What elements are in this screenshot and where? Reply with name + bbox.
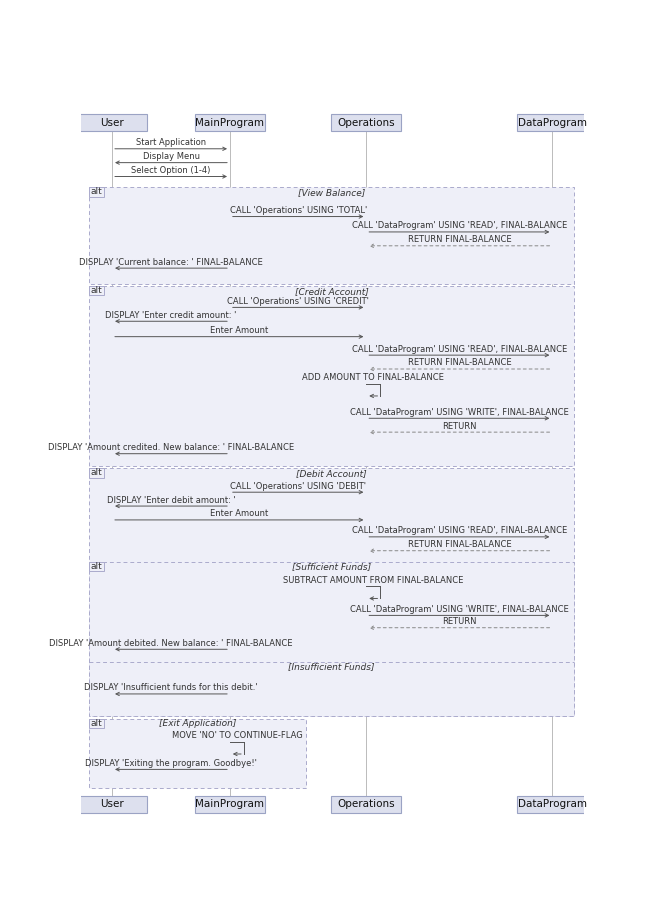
Bar [77, 114, 147, 131]
Text: CALL 'Operations' USING 'CREDIT': CALL 'Operations' USING 'CREDIT' [227, 297, 369, 306]
Bar [195, 796, 265, 812]
Text: [Exit Application]: [Exit Application] [159, 720, 236, 729]
Text: Select Option (1-4): Select Option (1-4) [131, 166, 211, 175]
Text: [View Balance]: [View Balance] [298, 188, 365, 198]
Text: DISPLAY 'Current balance: ' FINAL-BALANCE: DISPLAY 'Current balance: ' FINAL-BALANC… [79, 257, 263, 267]
Text: DataProgram: DataProgram [518, 118, 587, 128]
Text: [Insufficient Funds]: [Insufficient Funds] [288, 663, 374, 672]
Text: CALL 'DataProgram' USING 'READ', FINAL-BALANCE: CALL 'DataProgram' USING 'READ', FINAL-B… [352, 221, 567, 231]
Bar [77, 796, 147, 812]
Text: alt: alt [91, 286, 103, 295]
Bar [332, 114, 401, 131]
Text: Start Application: Start Application [136, 138, 206, 147]
Text: RETURN FINAL-BALANCE: RETURN FINAL-BALANCE [408, 540, 511, 550]
Bar [89, 286, 104, 295]
Text: User: User [100, 799, 124, 809]
Text: DISPLAY 'Insufficient funds for this debit.': DISPLAY 'Insufficient funds for this deb… [84, 684, 258, 692]
Text: CALL 'Operations' USING 'TOTAL': CALL 'Operations' USING 'TOTAL' [230, 206, 367, 215]
Text: CALL 'DataProgram' USING 'WRITE', FINAL-BALANCE: CALL 'DataProgram' USING 'WRITE', FINAL-… [350, 408, 569, 416]
Bar [89, 469, 574, 716]
Text: Enter Amount: Enter Amount [210, 509, 268, 518]
Text: MainProgram: MainProgram [195, 799, 264, 809]
Text: alt: alt [91, 469, 103, 478]
Text: alt: alt [91, 719, 103, 728]
Text: CALL 'DataProgram' USING 'READ', FINAL-BALANCE: CALL 'DataProgram' USING 'READ', FINAL-B… [352, 527, 567, 536]
Bar [89, 187, 574, 284]
Text: DISPLAY 'Amount debited. New balance: ' FINAL-BALANCE: DISPLAY 'Amount debited. New balance: ' … [49, 639, 293, 648]
Text: alt: alt [91, 562, 103, 571]
Text: DataProgram: DataProgram [518, 799, 587, 809]
Bar [332, 796, 401, 812]
Bar [517, 796, 587, 812]
Bar [89, 562, 104, 571]
Text: Enter Amount: Enter Amount [210, 326, 268, 335]
Text: Operations: Operations [337, 118, 395, 128]
Bar [89, 187, 104, 197]
Text: MOVE 'NO' TO CONTINUE-FLAG: MOVE 'NO' TO CONTINUE-FLAG [171, 732, 302, 740]
Text: CALL 'Operations' USING 'DEBIT': CALL 'Operations' USING 'DEBIT' [230, 482, 366, 491]
Bar [89, 286, 574, 466]
Text: RETURN: RETURN [442, 422, 476, 431]
Bar [89, 562, 574, 716]
Bar [89, 719, 104, 728]
Text: RETURN FINAL-BALANCE: RETURN FINAL-BALANCE [408, 235, 511, 244]
Text: DISPLAY 'Amount credited. New balance: ' FINAL-BALANCE: DISPLAY 'Amount credited. New balance: '… [48, 443, 294, 452]
Text: RETURN FINAL-BALANCE: RETURN FINAL-BALANCE [408, 358, 511, 368]
Text: CALL 'DataProgram' USING 'READ', FINAL-BALANCE: CALL 'DataProgram' USING 'READ', FINAL-B… [352, 345, 567, 354]
Text: RETURN: RETURN [442, 618, 476, 626]
Text: DISPLAY 'Exiting the program. Goodbye!': DISPLAY 'Exiting the program. Goodbye!' [85, 759, 257, 768]
Bar [517, 114, 587, 131]
Text: CALL 'DataProgram' USING 'WRITE', FINAL-BALANCE: CALL 'DataProgram' USING 'WRITE', FINAL-… [350, 605, 569, 614]
Text: Display Menu: Display Menu [143, 153, 199, 161]
Text: [Sufficient Funds]: [Sufficient Funds] [292, 562, 371, 572]
Bar [89, 469, 104, 478]
Text: ADD AMOUNT TO FINAL-BALANCE: ADD AMOUNT TO FINAL-BALANCE [302, 373, 444, 382]
Text: DISPLAY 'Enter debit amount: ': DISPLAY 'Enter debit amount: ' [106, 495, 236, 505]
Text: DISPLAY 'Enter credit amount: ': DISPLAY 'Enter credit amount: ' [105, 311, 237, 320]
Text: alt: alt [91, 187, 103, 197]
Text: SUBTRACT AMOUNT FROM FINAL-BALANCE: SUBTRACT AMOUNT FROM FINAL-BALANCE [283, 575, 463, 584]
Text: [Debit Account]: [Debit Account] [296, 470, 367, 478]
Text: [Credit Account]: [Credit Account] [295, 287, 369, 296]
Text: MainProgram: MainProgram [195, 118, 264, 128]
Bar [89, 719, 306, 788]
Bar [195, 114, 265, 131]
Text: Operations: Operations [337, 799, 395, 809]
Text: User: User [100, 118, 124, 128]
